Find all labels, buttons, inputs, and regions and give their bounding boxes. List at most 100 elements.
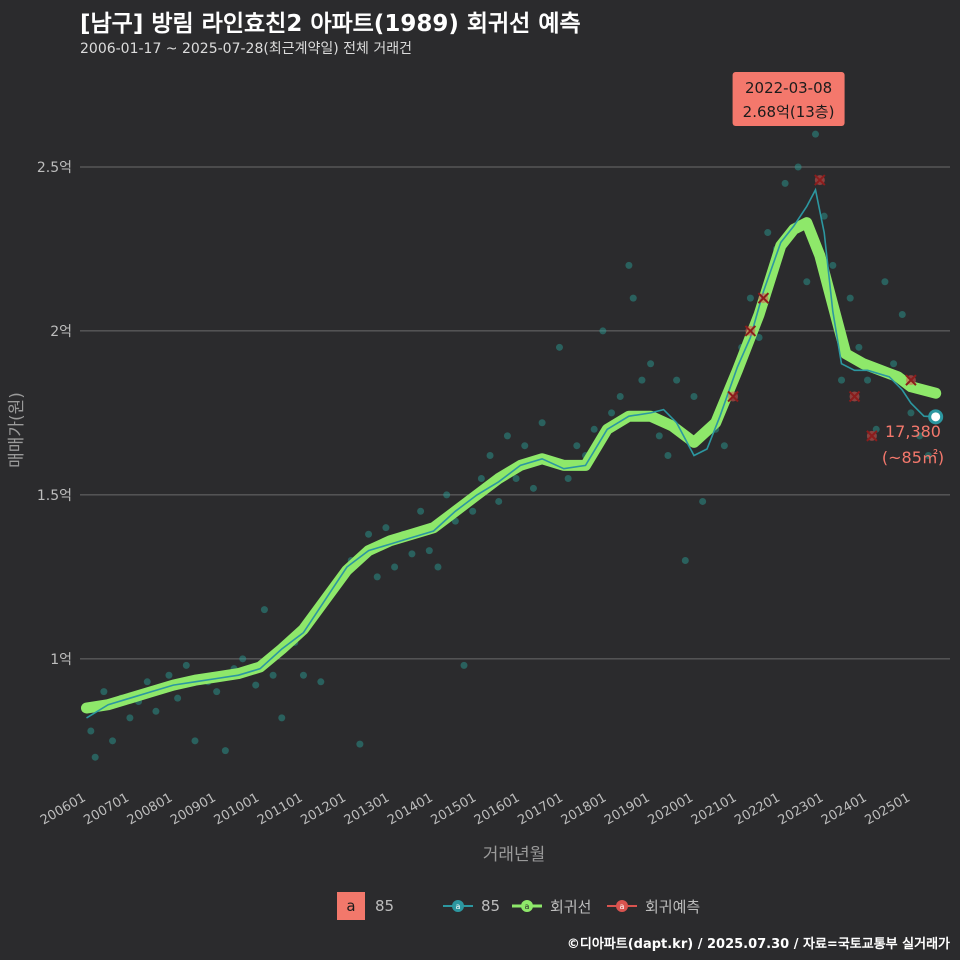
scatter-point <box>512 474 520 482</box>
x-axis-label: 거래년월 <box>483 845 546 865</box>
series-85-line <box>86 187 936 719</box>
scatter-point <box>629 294 637 302</box>
scatter-point <box>616 393 624 401</box>
scatter-point <box>252 681 260 689</box>
legend-prediction-icon: a <box>607 900 637 912</box>
prediction-marker <box>757 292 770 304</box>
scatter-point <box>425 547 433 555</box>
x-tick-label: 202501 <box>862 790 912 828</box>
x-tick-label: 201501 <box>429 790 479 828</box>
scatter-point <box>538 419 546 427</box>
scatter-point <box>126 714 134 722</box>
max-callout-date: 2022-03-08 <box>745 79 832 97</box>
scatter-point <box>781 179 789 187</box>
y-tick-labels: 1억 1.5억 2억 2.5억 <box>37 160 72 668</box>
scatter-point <box>564 474 572 482</box>
scatter-point <box>152 707 160 715</box>
y-axis-label: 매매가(원) <box>7 392 27 468</box>
scatter-point <box>803 278 811 286</box>
scatter-point <box>811 130 819 138</box>
x-tick-label: 201901 <box>602 790 652 828</box>
scatter-point <box>100 688 108 696</box>
scatter-point <box>625 261 633 269</box>
scatter-point <box>182 661 190 669</box>
scatter-point <box>477 474 485 482</box>
last-area-label: (~85㎡) <box>882 448 944 467</box>
scatter-point <box>191 737 199 745</box>
scatter-point <box>365 530 373 538</box>
svg-text:a: a <box>456 902 461 911</box>
scatter-point <box>529 484 537 492</box>
y-tick-label: 2.5억 <box>37 160 72 176</box>
legend-area-key: a <box>337 892 365 920</box>
y-tick-label: 2억 <box>50 324 72 340</box>
x-tick-label: 201701 <box>515 790 565 828</box>
prediction-marker <box>905 374 917 386</box>
scatter-point <box>755 333 763 341</box>
scatter-point <box>855 343 863 351</box>
scatter-point <box>317 678 325 686</box>
prediction-markers <box>727 174 917 442</box>
x-tick-label: 201401 <box>385 790 435 828</box>
scatter-point <box>681 556 689 564</box>
prediction-marker <box>866 430 878 442</box>
prediction-marker <box>848 390 861 403</box>
scatter-point <box>846 294 854 302</box>
scatter-point <box>673 376 681 384</box>
scatter-point <box>608 409 616 417</box>
last-point-marker <box>928 409 944 425</box>
scatter-point <box>391 563 399 571</box>
scatter-point <box>443 491 451 499</box>
scatter-point <box>91 753 99 761</box>
gridlines <box>80 166 950 660</box>
scatter-point <box>260 606 268 614</box>
scatter-point <box>373 573 381 581</box>
y-tick-label: 1억 <box>50 652 72 668</box>
regression-line <box>81 217 942 714</box>
legend-item-prediction: a 회귀예측 <box>607 890 700 922</box>
scatter-point <box>408 550 416 558</box>
scatter-point <box>872 425 880 433</box>
legend-area-label: 85 <box>375 897 395 915</box>
x-tick-labels: 2006012007012008012009012010012011012012… <box>38 790 913 828</box>
scatter-point <box>924 452 932 460</box>
annotations: 17,380 (~85㎡) 2022-03-08 2.68억(13층) <box>732 72 944 467</box>
scatter-point <box>503 432 511 440</box>
scatter-point <box>495 497 503 505</box>
scatter-point <box>486 452 494 460</box>
legend-label-prediction: 회귀예측 <box>645 897 701 916</box>
legend-item-85: a 85 <box>443 890 500 922</box>
scatter-point <box>174 694 182 702</box>
scatter-points <box>87 104 932 761</box>
prediction-marker <box>814 174 826 186</box>
legend-label-regression: 회귀선 <box>550 897 592 916</box>
x-tick-label: 202101 <box>689 790 739 828</box>
scatter-point <box>469 507 477 515</box>
x-tick-label: 200601 <box>38 790 88 828</box>
scatter-point <box>746 294 754 302</box>
scatter-point <box>521 442 529 450</box>
scatter-point <box>720 442 728 450</box>
scatter-point <box>299 671 307 679</box>
scatter-point <box>881 278 889 286</box>
scatter-point <box>820 212 828 220</box>
prediction-marker <box>727 390 739 403</box>
x-tick-label: 200901 <box>168 790 218 828</box>
scatter-point <box>221 747 229 755</box>
x-tick-label: 201101 <box>255 790 305 828</box>
x-tick-label: 202001 <box>646 790 696 828</box>
x-tick-label: 201001 <box>212 790 262 828</box>
scatter-point <box>382 524 390 532</box>
x-tick-label: 202201 <box>732 790 782 828</box>
last-value-label: 17,380 <box>885 422 941 441</box>
scatter-point <box>638 376 646 384</box>
footer-credit: ©디아파트(dapt.kr) / 2025.07.30 / 자료=국토교통부 실… <box>566 937 950 952</box>
scatter-point <box>87 727 95 735</box>
scatter-point <box>239 655 247 663</box>
x-tick-label: 200701 <box>81 790 131 828</box>
x-tick-label: 201601 <box>472 790 522 828</box>
x-tick-label: 201801 <box>559 790 609 828</box>
scatter-point <box>278 714 286 722</box>
scatter-point <box>573 442 581 450</box>
scatter-point <box>590 425 598 433</box>
